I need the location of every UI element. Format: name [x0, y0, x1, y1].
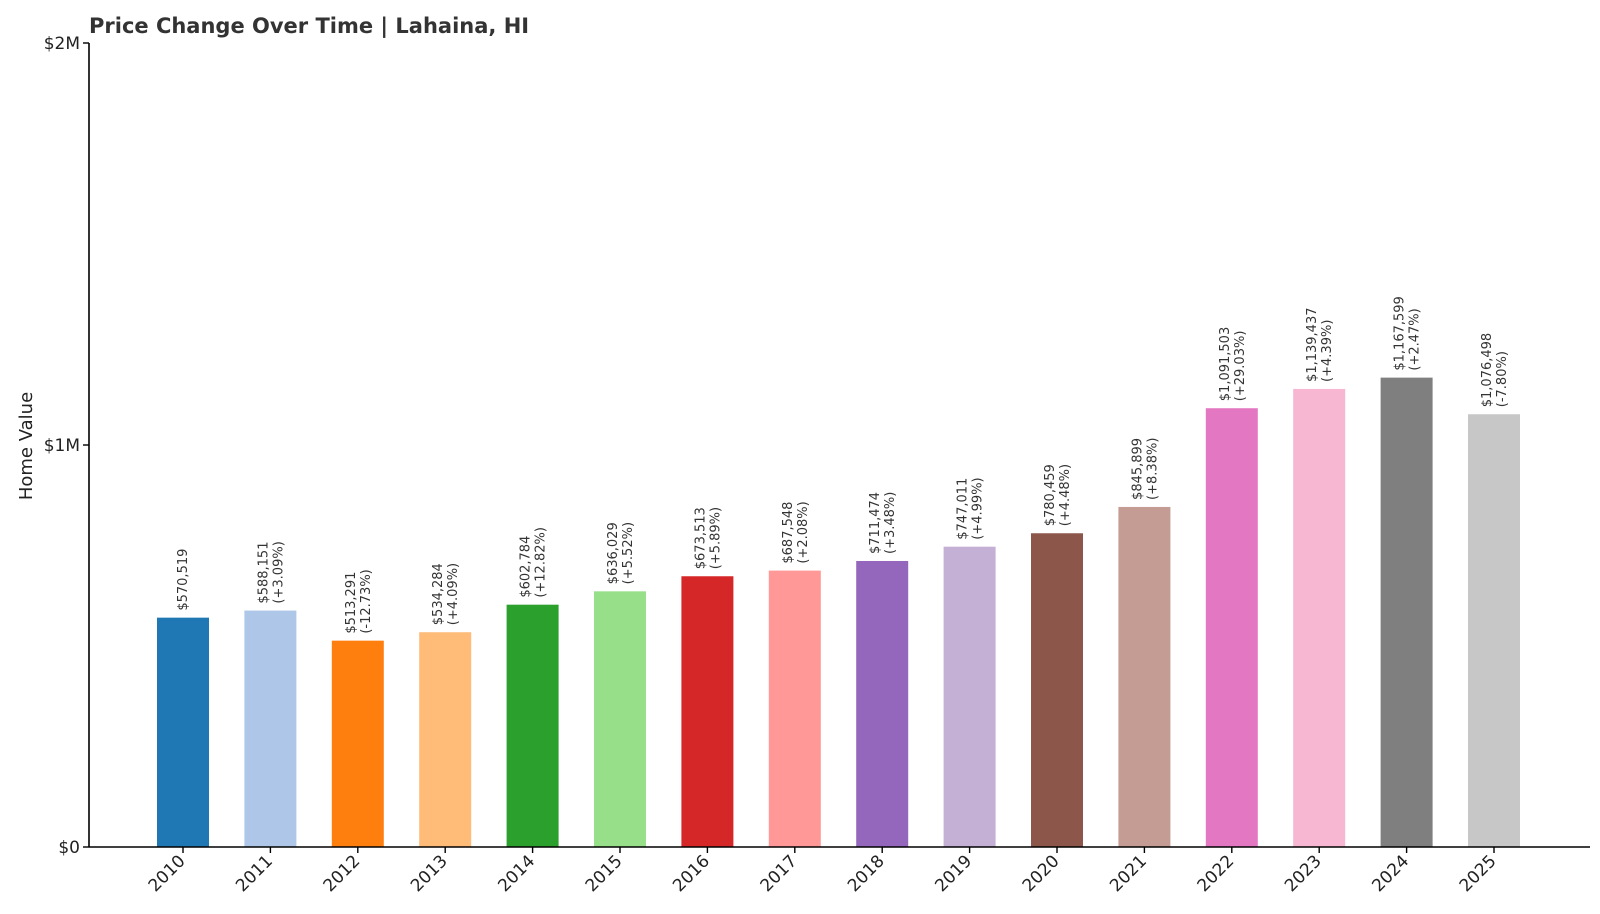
bar-2010: [157, 617, 209, 847]
x-tick-label: 2025: [1456, 851, 1501, 896]
bar-value-label: $602,784: [519, 536, 534, 598]
bar-value-label: $711,474: [868, 492, 883, 554]
x-tick-label: 2020: [1019, 851, 1064, 896]
bar-value-label: $1,167,599: [1393, 296, 1408, 370]
y-tick-label: $1M: [44, 436, 80, 456]
bar-change-label: (+2.47%): [1408, 308, 1423, 370]
x-tick-label: 2012: [320, 851, 365, 896]
bar-2017: [768, 570, 821, 847]
bar-change-label: (+2.08%): [796, 501, 811, 563]
bar-2014: [506, 604, 559, 847]
bar-change-label: (+4.99%): [971, 477, 986, 539]
bar-2019: [943, 546, 996, 847]
x-tick-label: 2014: [494, 851, 539, 896]
bar-change-label: (+3.09%): [271, 541, 286, 603]
chart-title: Price Change Over Time | Lahaina, HI: [89, 14, 529, 39]
bar-2025: [1468, 414, 1520, 847]
y-axis-ticks: $0 $1M $2M: [44, 34, 89, 858]
bar-2020: [1031, 533, 1083, 847]
bar-2023: [1293, 388, 1346, 847]
bar-value-label: $1,091,503: [1218, 327, 1233, 401]
x-tick-label: 2023: [1281, 851, 1326, 896]
bar-change-label: (+3.48%): [883, 492, 898, 554]
bar-change-label: (+8.38%): [1145, 438, 1160, 500]
bars-group: $570,519 $588,151 (+3.09%) $513,291 (-12.73%…: [157, 296, 1520, 847]
bar-change-label: (-12.73%): [359, 569, 374, 633]
bar-value-label: $747,011: [956, 478, 971, 540]
bar-change-label: (+29.03%): [1233, 331, 1248, 402]
x-tick-label: 2021: [1106, 851, 1151, 896]
x-tick-label: 2017: [757, 851, 802, 896]
bar-value-label: $570,519: [176, 549, 191, 611]
bar-value-label: $780,459: [1043, 464, 1058, 526]
bar-change-label: (+5.89%): [708, 507, 723, 569]
bar-2012: [331, 640, 384, 847]
y-tick-label: $2M: [44, 34, 80, 54]
bar-change-label: (+4.09%): [446, 563, 461, 625]
bar-2018: [856, 560, 909, 847]
y-axis-label: Home Value: [16, 392, 37, 500]
bar-2015: [594, 591, 646, 847]
x-axis-ticks: 2010 2011 2012 2013 2014 2015 2016 2017 2018 2019…: [145, 847, 1501, 896]
bar-2013: [419, 632, 472, 847]
bar-2021: [1118, 506, 1171, 847]
bar-value-label: $1,139,437: [1305, 308, 1320, 382]
bar-change-label: (-7.80%): [1495, 351, 1510, 407]
bar-2016: [681, 576, 734, 847]
bar-value-label: $513,291: [344, 572, 359, 634]
x-tick-label: 2022: [1194, 851, 1239, 896]
bar-2024: [1380, 377, 1433, 847]
x-tick-label: 2018: [844, 851, 889, 896]
bar-value-label: $845,899: [1130, 438, 1145, 500]
x-tick-label: 2016: [669, 851, 714, 896]
bar-value-label: $636,029: [606, 522, 621, 584]
x-tick-label: 2010: [145, 851, 190, 896]
bar-value-label: $1,076,498: [1480, 333, 1495, 407]
bar-value-label: $534,284: [431, 563, 446, 625]
y-tick-label: $0: [58, 838, 80, 858]
bar-change-label: (+12.82%): [534, 527, 549, 598]
bar-change-label: (+4.39%): [1320, 320, 1335, 382]
bar-change-label: (+5.52%): [621, 522, 636, 584]
x-tick-label: 2013: [407, 851, 452, 896]
bar-2011: [244, 610, 297, 847]
x-tick-label: 2024: [1368, 851, 1413, 896]
bar-value-label: $687,548: [781, 502, 796, 564]
bar-value-label: $673,513: [693, 507, 708, 569]
bar-value-label: $588,151: [256, 542, 271, 604]
bar-change-label: (+4.48%): [1058, 464, 1073, 526]
bar-2022: [1205, 408, 1258, 847]
x-tick-label: 2019: [931, 851, 976, 896]
x-tick-label: 2015: [582, 851, 627, 896]
x-tick-label: 2011: [232, 851, 277, 896]
